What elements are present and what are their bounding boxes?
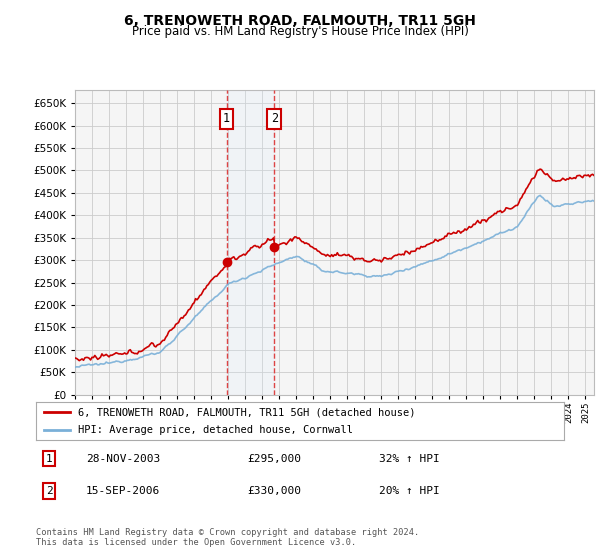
Text: 32% ↑ HPI: 32% ↑ HPI (379, 454, 440, 464)
Text: Price paid vs. HM Land Registry's House Price Index (HPI): Price paid vs. HM Land Registry's House … (131, 25, 469, 38)
Text: 6, TRENOWETH ROAD, FALMOUTH, TR11 5GH (detached house): 6, TRENOWETH ROAD, FALMOUTH, TR11 5GH (d… (78, 407, 416, 417)
Text: 28-NOV-2003: 28-NOV-2003 (86, 454, 160, 464)
Text: 15-SEP-2006: 15-SEP-2006 (86, 486, 160, 496)
Text: Contains HM Land Registry data © Crown copyright and database right 2024.
This d: Contains HM Land Registry data © Crown c… (36, 528, 419, 547)
Text: 2: 2 (271, 112, 278, 125)
Text: 6, TRENOWETH ROAD, FALMOUTH, TR11 5GH: 6, TRENOWETH ROAD, FALMOUTH, TR11 5GH (124, 14, 476, 28)
Text: 20% ↑ HPI: 20% ↑ HPI (379, 486, 440, 496)
Bar (227, 90, 274, 395)
Text: 2: 2 (46, 486, 53, 496)
Text: £330,000: £330,000 (247, 486, 301, 496)
Text: 1: 1 (46, 454, 53, 464)
Text: 1: 1 (223, 112, 230, 125)
Text: HPI: Average price, detached house, Cornwall: HPI: Average price, detached house, Corn… (78, 425, 353, 435)
Text: £295,000: £295,000 (247, 454, 301, 464)
